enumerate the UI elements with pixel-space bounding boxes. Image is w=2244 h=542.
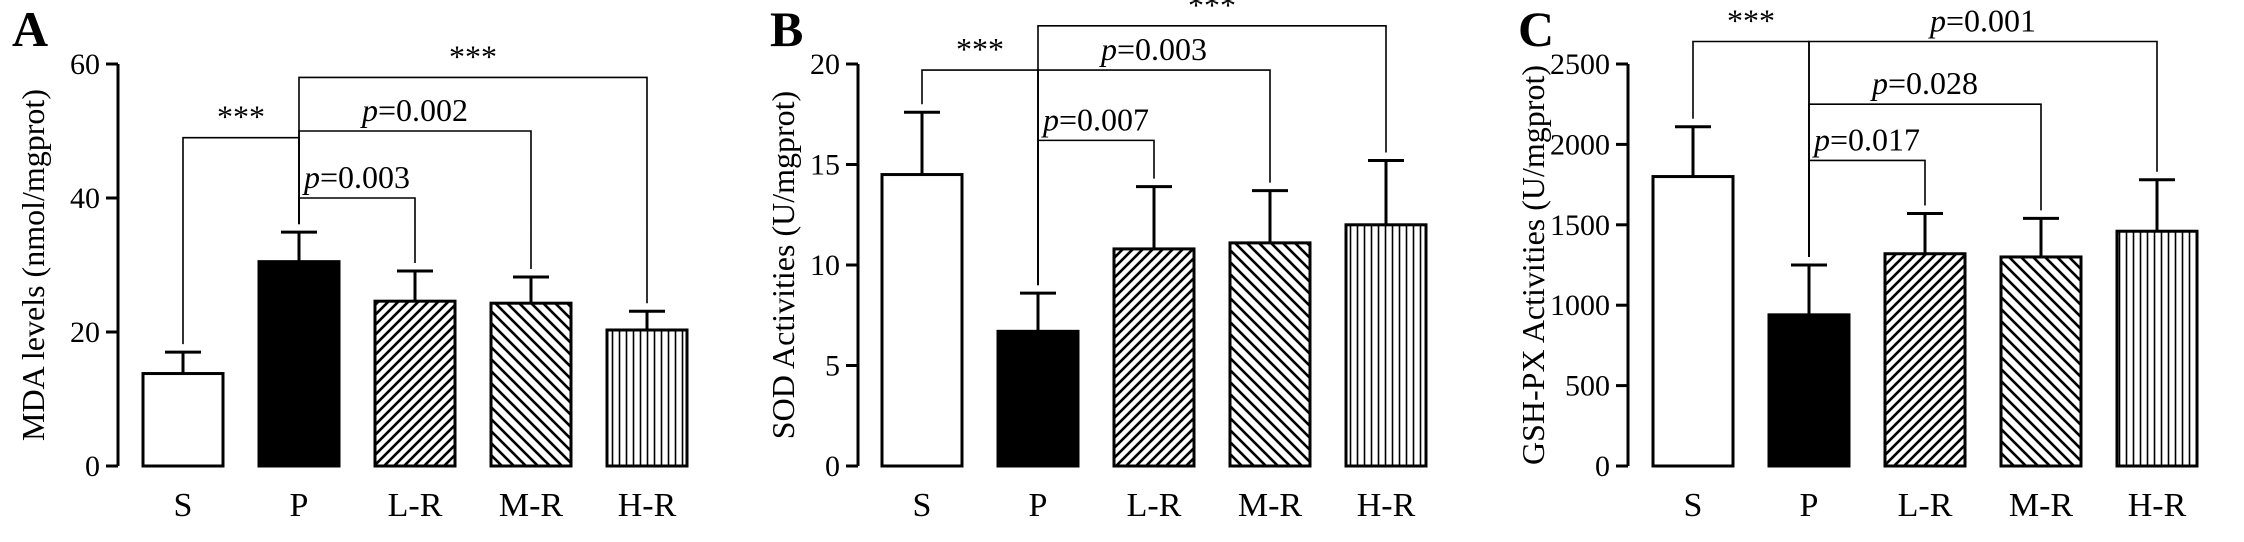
bar-s (1651, 175, 1735, 468)
y-tick-label: 10 (810, 249, 840, 282)
x-tick-label: M-R (1238, 487, 1303, 524)
significance-label: *** (1188, 0, 1236, 23)
bar-p (996, 329, 1080, 468)
significance-label: p=0.002 (360, 92, 468, 128)
bar-l-r (373, 299, 457, 468)
y-tick-label: 0 (825, 450, 840, 483)
y-tick-label: 20 (70, 316, 100, 349)
y-tick-label: 1000 (1550, 289, 1610, 322)
x-tick-label: S (174, 487, 193, 524)
x-tick-label: P (1800, 487, 1819, 524)
x-tick-label: P (1029, 487, 1048, 524)
x-tick-label: H-R (1357, 487, 1416, 524)
y-axis-title: GSH-PX Activities (U/mgprot) (1515, 65, 1551, 465)
chart-panel-a: A MDA levels (nmol/mgprot) 0 20 40 60 S P L-R M-R… (12, 1, 689, 524)
x-tick-label: H-R (618, 487, 677, 524)
significance-bracket (1808, 40, 2158, 257)
y-tick-label: 20 (810, 48, 840, 81)
significance-bracket (1037, 25, 1387, 286)
significance-label: p=0.007 (1041, 101, 1149, 137)
bar-p (1767, 313, 1851, 468)
y-tick-label: 0 (1595, 450, 1610, 483)
y-axis-title: SOD Activities (U/mgprot) (765, 91, 801, 439)
chart-panel-c: C GSH-PX Activities (U/mgprot) 0 500 1000 150… (1515, 1, 2199, 524)
panel-letter: B (770, 1, 803, 57)
bar-h-r (1344, 223, 1428, 468)
significance-bracket (1808, 159, 1926, 257)
bar-l-r (1112, 247, 1196, 468)
x-tick-label: M-R (499, 487, 564, 524)
y-tick-label: 2500 (1550, 48, 1610, 81)
y-tick-label: 2000 (1550, 128, 1610, 161)
significance-bracket (298, 197, 416, 264)
y-axis-title: MDA levels (nmol/mgprot) (15, 89, 51, 441)
bar-s (880, 173, 964, 468)
chart-panel-b: B SOD Activities (U/mgprot) 0 5 10 15 20 S P L-R M… (765, 0, 1428, 524)
y-tick-label: 15 (810, 149, 840, 182)
y-tick-label: 40 (70, 182, 100, 215)
x-tick-label: L-R (1898, 487, 1953, 524)
significance-bracket (298, 76, 648, 304)
x-tick-label: P (290, 487, 309, 524)
bar-p (257, 260, 341, 468)
panel-letter: C (1518, 1, 1554, 57)
bar-h-r (2115, 229, 2199, 468)
significance-label: p=0.028 (1870, 65, 1978, 101)
bar-m-r (1228, 241, 1312, 468)
bar-h-r (605, 328, 689, 468)
y-tick-label: 5 (825, 350, 840, 383)
panel-letter: A (12, 1, 48, 57)
bar-s (141, 372, 225, 468)
significance-label: p=0.003 (302, 159, 410, 195)
x-tick-label: S (1684, 487, 1703, 524)
bar-m-r (1999, 255, 2083, 468)
significance-label: *** (1727, 2, 1775, 38)
x-tick-label: M-R (2009, 487, 2074, 524)
significance-label: p=0.017 (1812, 121, 1920, 157)
y-tick-label: 500 (1565, 370, 1610, 403)
bar-m-r (489, 301, 573, 468)
x-tick-label: H-R (2128, 487, 2187, 524)
x-tick-label: S (913, 487, 932, 524)
y-tick-label: 60 (70, 48, 100, 81)
significance-label: p=0.001 (1928, 2, 2036, 38)
significance-label: p=0.003 (1099, 31, 1207, 67)
significance-label: *** (217, 99, 265, 135)
y-tick-label: 0 (85, 450, 100, 483)
significance-label: *** (449, 38, 497, 74)
y-tick-label: 1500 (1550, 209, 1610, 242)
x-tick-label: L-R (388, 487, 443, 524)
x-tick-label: L-R (1127, 487, 1182, 524)
significance-label: *** (956, 31, 1004, 67)
bar-l-r (1883, 252, 1967, 468)
